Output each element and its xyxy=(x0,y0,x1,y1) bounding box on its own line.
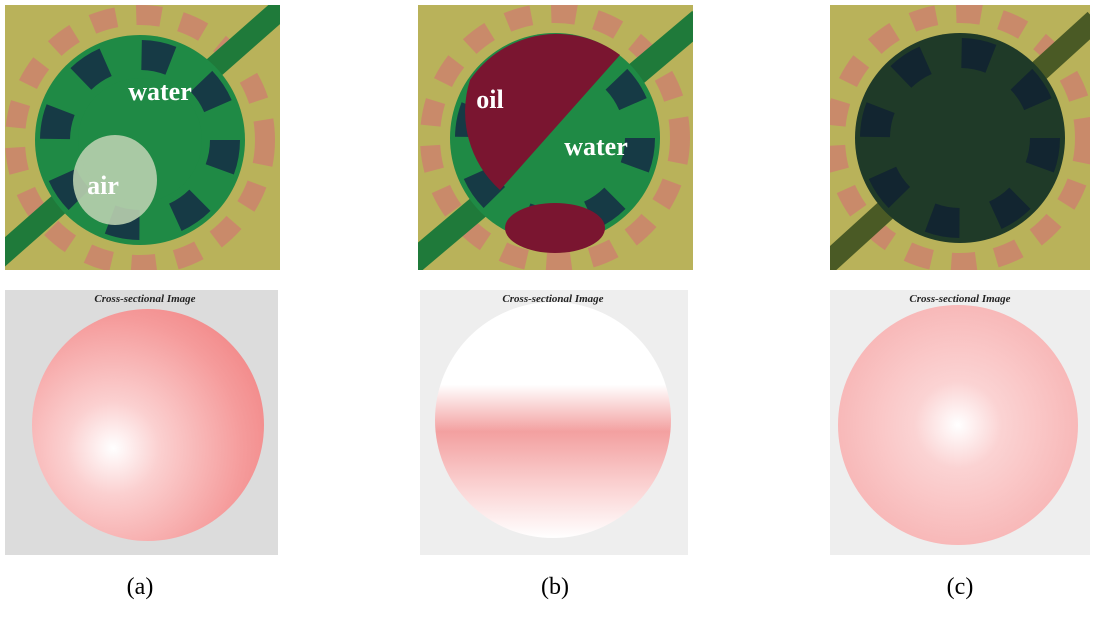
caption: (c) xyxy=(947,574,974,600)
caption: (a) xyxy=(127,574,154,600)
photo-label: water xyxy=(128,77,192,106)
photo-label: oil xyxy=(476,85,503,114)
photo-label: water xyxy=(564,132,628,161)
figure: water air oil water Cross-sectional Imag… xyxy=(0,0,1095,613)
photo-label: air xyxy=(87,171,119,200)
photo xyxy=(820,5,1095,270)
image-title: Cross-sectional Image xyxy=(502,293,603,305)
reconstruction xyxy=(435,302,671,538)
image-title: Cross-sectional Image xyxy=(94,293,195,305)
reconstruction xyxy=(838,305,1078,545)
image-title: Cross-sectional Image xyxy=(909,293,1010,305)
reconstruction xyxy=(32,309,264,541)
caption: (b) xyxy=(541,574,569,600)
photo xyxy=(410,5,700,270)
photo xyxy=(0,5,285,270)
